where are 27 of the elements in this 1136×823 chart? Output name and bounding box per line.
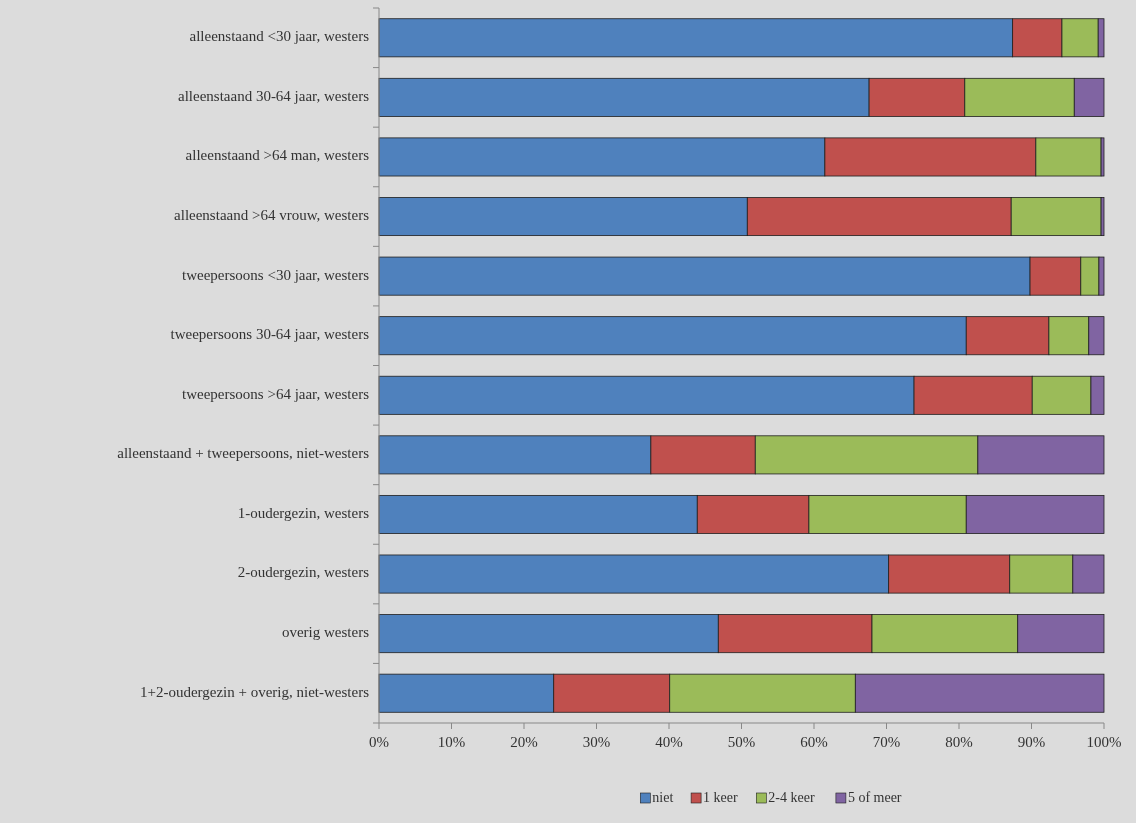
- y-tick-label: alleenstaand 30-64 jaar, westers: [178, 87, 370, 104]
- y-tick-label: overig westers: [281, 624, 370, 641]
- x-tick-label: 10%: [437, 734, 466, 750]
- x-tick-label: 0%: [369, 734, 389, 750]
- y-tick-label: tweepersoons 30-64 jaar, westers: [170, 326, 370, 343]
- legend-label: niet: [652, 790, 674, 805]
- y-tick-label: tweepersoons <30 jaar, westers: [182, 266, 370, 283]
- x-tick-label: 80%: [945, 734, 973, 750]
- y-tick-label: tweepersoons >64 jaar, westers: [182, 385, 370, 402]
- x-tick-label: 90%: [1017, 734, 1046, 750]
- y-tick-label: alleenstaand + tweepersoons, niet-westers: [117, 445, 370, 462]
- x-tick-label: 100%: [1086, 734, 1122, 750]
- legend-label: 2-4 keer: [768, 790, 815, 805]
- y-tick-label: alleenstaand >64 vrouw, westers: [174, 206, 370, 223]
- x-tick-label: 50%: [727, 734, 756, 750]
- y-tick-label: 2-oudergezin, westers: [237, 564, 370, 581]
- y-tick-label: alleenstaand >64 man, westers: [185, 147, 370, 164]
- legend-label: 1 keer: [703, 790, 739, 805]
- x-tick-label: 40%: [655, 734, 683, 750]
- legend-label: 5 of meer: [847, 790, 902, 805]
- x-tick-label: 30%: [582, 734, 611, 750]
- y-tick-label: 1+2-oudergezin + overig, niet-westers: [139, 683, 370, 700]
- y-tick-label: alleenstaand <30 jaar, westers: [189, 28, 370, 45]
- x-tick-label: 60%: [800, 734, 828, 750]
- x-tick-label: 70%: [872, 734, 901, 750]
- y-tick-label: 1-oudergezin, westers: [237, 504, 370, 521]
- x-tick-label: 20%: [510, 734, 538, 750]
